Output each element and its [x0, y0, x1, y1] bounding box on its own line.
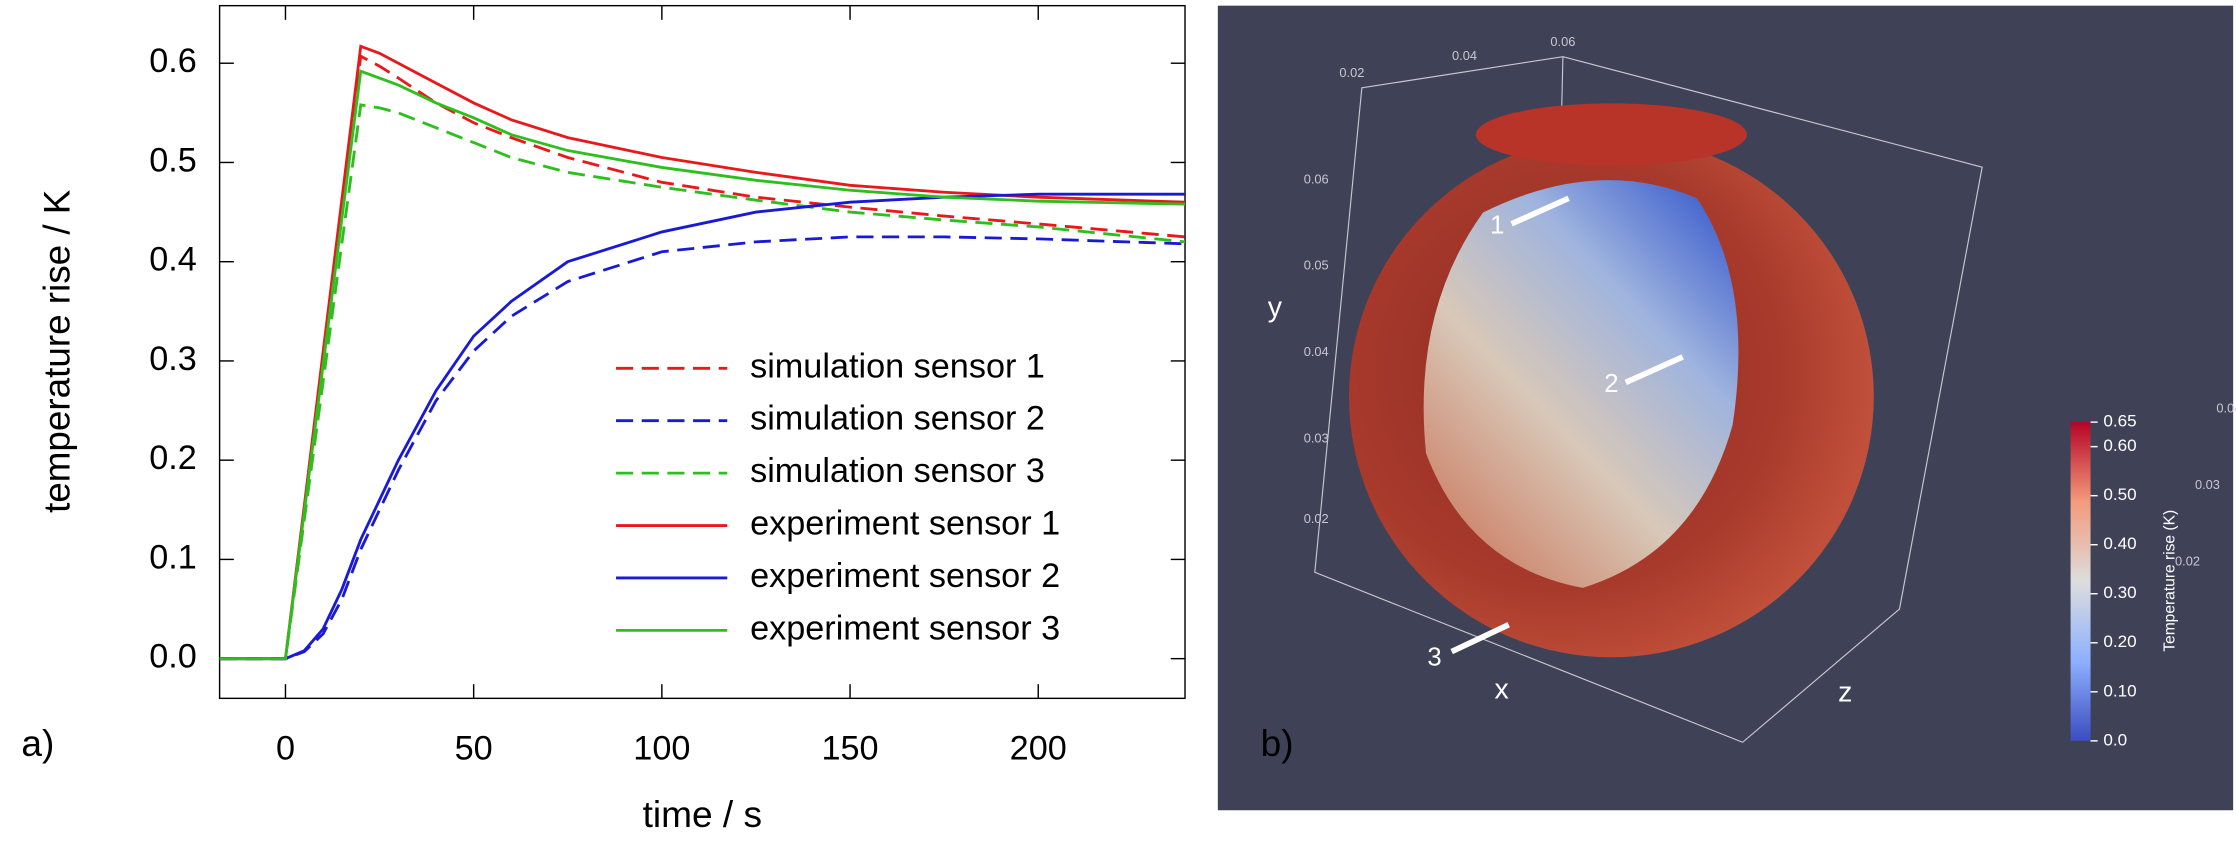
x-tick-label: 100: [633, 730, 690, 768]
panel-label: b): [1261, 723, 1294, 764]
y-tick-label: 0.3: [149, 340, 197, 378]
arrows: [1450, 195, 1684, 655]
legend-label: simulation sensor 2: [750, 400, 1045, 438]
colorbar: [2070, 422, 2091, 741]
render-axis-name: z: [1838, 677, 1852, 709]
y-tick-label: 0.0: [149, 638, 197, 676]
render-axis-name: x: [1494, 674, 1508, 706]
sphere-interior: [1423, 180, 1739, 588]
data-line: [219, 69, 1186, 661]
render-axis-tick: 0.02: [2175, 554, 2200, 569]
data-line: [219, 44, 1186, 661]
y-tick-label: 0.2: [149, 439, 197, 477]
render-axis-name: y: [1268, 291, 1283, 323]
colorbar-tick-label: 0.0: [2103, 730, 2127, 749]
data-line: [219, 192, 1186, 661]
y-tick-label: 0.4: [149, 241, 197, 279]
render-axis-tick: 0.03: [2195, 477, 2220, 492]
colorbar-title: Temperature rise (K): [2161, 510, 2178, 652]
y-tick-label: 0.6: [149, 42, 197, 80]
legend-label: simulation sensor 1: [750, 347, 1045, 385]
data-line: [219, 235, 1186, 661]
colorbar-tick-label: 0.50: [2103, 485, 2136, 504]
legend-label: experiment sensor 3: [750, 609, 1060, 647]
render-axis-tick: 0.04: [2216, 401, 2236, 416]
colorbar-tick-label: 0.65: [2103, 412, 2136, 431]
plot-frame: [218, 4, 1186, 700]
render-axis-tick: 0.02: [1339, 65, 1364, 80]
y-axis-label: temperature rise / K: [37, 189, 78, 513]
sensor-marker: 1: [1490, 211, 1504, 239]
legend-label: experiment sensor 2: [750, 557, 1060, 595]
render-axis-tick: 0.02: [1304, 511, 1329, 526]
y-tick-label: 0.1: [149, 539, 197, 577]
render-axis-tick: 0.03: [1304, 431, 1329, 446]
legend-label: experiment sensor 1: [750, 505, 1060, 543]
sensor-marker: 2: [1604, 370, 1618, 398]
colorbar-tick-label: 0.40: [2103, 534, 2136, 553]
sphere-cap: [1475, 103, 1747, 166]
y-tick-label: 0.5: [149, 142, 197, 180]
colorbar-tick-label: 0.30: [2103, 583, 2136, 602]
panel-label: a): [21, 723, 54, 764]
colorbar-tick-label: 0.20: [2103, 632, 2136, 651]
render-axis-tick: 0.04: [1452, 48, 1477, 63]
x-tick-label: 150: [821, 730, 878, 768]
render-axis-tick: 0.04: [1304, 344, 1329, 359]
render-axis-tick: 0.05: [1304, 258, 1329, 273]
colorbar-tick-label: 0.10: [2103, 681, 2136, 700]
x-axis-label: time / s: [643, 794, 762, 835]
render-axis-tick: 0.06: [1550, 34, 1575, 49]
sensor-marker: 3: [1427, 643, 1441, 671]
x-tick-label: 200: [1010, 730, 1067, 768]
x-tick-label: 0: [276, 730, 295, 768]
legend-label: simulation sensor 3: [750, 452, 1045, 490]
bounding-box: [1314, 56, 1983, 743]
x-tick-label: 50: [455, 730, 493, 768]
render-axis-tick: 0.06: [1304, 171, 1329, 186]
colorbar-tick-label: 0.60: [2103, 436, 2136, 455]
data-line: [219, 103, 1186, 661]
